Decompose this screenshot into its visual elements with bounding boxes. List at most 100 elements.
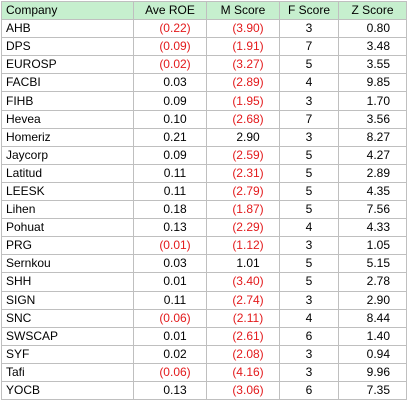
cell-ave-roe: 0.11 — [133, 181, 207, 202]
cell-m-score: (2.68) — [206, 109, 280, 129]
cell-company: SHH — [1, 272, 134, 292]
table-row: AHB (0.22) (3.90) 3 0.80 — [1, 19, 407, 39]
cell-company: Lihen — [1, 200, 134, 220]
cell-company: DPS — [1, 37, 134, 57]
cell-ave-roe: 0.13 — [133, 218, 207, 238]
cell-f-score: 5 — [279, 181, 339, 202]
cell-f-score: 4 — [279, 218, 339, 238]
cell-z-score: 2.78 — [338, 272, 407, 292]
cell-m-score: (2.79) — [206, 181, 280, 202]
cell-z-score: 0.94 — [338, 344, 407, 364]
cell-m-score: (2.31) — [206, 163, 280, 183]
table-row: FACBI 0.03 (2.89) 4 9.85 — [1, 73, 407, 93]
cell-m-score: (3.40) — [206, 272, 280, 292]
table-row: SHH 0.01 (3.40) 5 2.78 — [1, 272, 407, 292]
cell-z-score: 0.80 — [338, 19, 407, 39]
cell-z-score: 1.05 — [338, 236, 407, 256]
cell-company: Sernkou — [1, 254, 134, 274]
cell-ave-roe: 0.01 — [133, 326, 207, 346]
cell-company: SNC — [1, 308, 134, 328]
cell-company: PRG — [1, 236, 134, 256]
table-row: Lihen 0.18 (1.87) 5 7.56 — [1, 200, 407, 220]
cell-m-score: 2.90 — [206, 127, 280, 147]
cell-company: Pohuat — [1, 218, 134, 238]
cell-company: Tafi — [1, 362, 134, 382]
table-row: SNC (0.06) (2.11) 4 8.44 — [1, 308, 407, 328]
cell-f-score: 6 — [279, 380, 339, 401]
cell-company: FIHB — [1, 91, 134, 111]
cell-f-score: 3 — [279, 19, 339, 39]
cell-f-score: 5 — [279, 254, 339, 274]
cell-f-score: 5 — [279, 200, 339, 220]
cell-m-score: (3.06) — [206, 380, 280, 401]
cell-company: EUROSP — [1, 55, 134, 75]
cell-f-score: 4 — [279, 308, 339, 328]
cell-company: Jaycorp — [1, 145, 134, 165]
cell-f-score: 6 — [279, 326, 339, 346]
cell-company: LEESK — [1, 181, 134, 202]
cell-company: AHB — [1, 19, 134, 39]
cell-m-score: (1.91) — [206, 37, 280, 57]
cell-ave-roe: 0.03 — [133, 73, 207, 93]
cell-m-score: (3.27) — [206, 55, 280, 75]
table-row: Sernkou 0.03 1.01 5 5.15 — [1, 254, 407, 274]
cell-m-score: (2.29) — [206, 218, 280, 238]
cell-ave-roe: (0.09) — [133, 37, 207, 57]
cell-z-score: 3.48 — [338, 37, 407, 57]
cell-ave-roe: 0.09 — [133, 145, 207, 165]
table-row: DPS (0.09) (1.91) 7 3.48 — [1, 37, 407, 57]
cell-ave-roe: 0.11 — [133, 290, 207, 310]
cell-f-score: 5 — [279, 163, 339, 183]
cell-company: YOCB — [1, 380, 134, 401]
cell-f-score: 5 — [279, 272, 339, 292]
cell-f-score: 3 — [279, 362, 339, 382]
table-row: Latitud 0.11 (2.31) 5 2.89 — [1, 163, 407, 183]
table-row: Hevea 0.10 (2.68) 7 3.56 — [1, 109, 407, 129]
header-ave-roe: Ave ROE — [133, 0, 207, 21]
cell-ave-roe: 0.01 — [133, 272, 207, 292]
cell-m-score: (2.11) — [206, 308, 280, 328]
cell-company: Hevea — [1, 109, 134, 129]
cell-m-score: (3.90) — [206, 19, 280, 39]
cell-company: FACBI — [1, 73, 134, 93]
cell-ave-roe: 0.03 — [133, 254, 207, 274]
cell-f-score: 3 — [279, 236, 339, 256]
cell-ave-roe: 0.21 — [133, 127, 207, 147]
header-f-score: F Score — [279, 0, 339, 21]
cell-ave-roe: 0.18 — [133, 200, 207, 220]
cell-ave-roe: 0.10 — [133, 109, 207, 129]
cell-company: SIGN — [1, 290, 134, 310]
cell-z-score: 7.35 — [338, 380, 407, 401]
cell-f-score: 7 — [279, 37, 339, 57]
cell-f-score: 4 — [279, 73, 339, 93]
cell-z-score: 7.56 — [338, 200, 407, 220]
table-row: YOCB 0.13 (3.06) 6 7.35 — [1, 380, 407, 401]
cell-f-score: 5 — [279, 55, 339, 75]
cell-m-score: (1.12) — [206, 236, 280, 256]
table-row: SIGN 0.11 (2.74) 3 2.90 — [1, 290, 407, 310]
cell-z-score: 8.44 — [338, 308, 407, 328]
cell-z-score: 4.33 — [338, 218, 407, 238]
cell-m-score: (1.87) — [206, 200, 280, 220]
table-row: Homeriz 0.21 2.90 3 8.27 — [1, 127, 407, 147]
cell-f-score: 7 — [279, 109, 339, 129]
cell-m-score: (2.89) — [206, 73, 280, 93]
table-row: EUROSP (0.02) (3.27) 5 3.55 — [1, 55, 407, 75]
cell-m-score: (2.08) — [206, 344, 280, 364]
cell-ave-roe: (0.06) — [133, 362, 207, 382]
cell-ave-roe: 0.02 — [133, 344, 207, 364]
cell-z-score: 2.89 — [338, 163, 407, 183]
cell-z-score: 2.90 — [338, 290, 407, 310]
cell-z-score: 3.56 — [338, 109, 407, 129]
cell-company: Homeriz — [1, 127, 134, 147]
cell-m-score: (2.74) — [206, 290, 280, 310]
header-row: Company Ave ROE M Score F Score Z Score — [1, 0, 407, 21]
cell-z-score: 8.27 — [338, 127, 407, 147]
cell-z-score: 9.96 — [338, 362, 407, 382]
cell-ave-roe: 0.09 — [133, 91, 207, 111]
table-row: Pohuat 0.13 (2.29) 4 4.33 — [1, 218, 407, 238]
cell-ave-roe: 0.13 — [133, 380, 207, 401]
header-z-score: Z Score — [338, 0, 407, 21]
cell-f-score: 3 — [279, 91, 339, 111]
